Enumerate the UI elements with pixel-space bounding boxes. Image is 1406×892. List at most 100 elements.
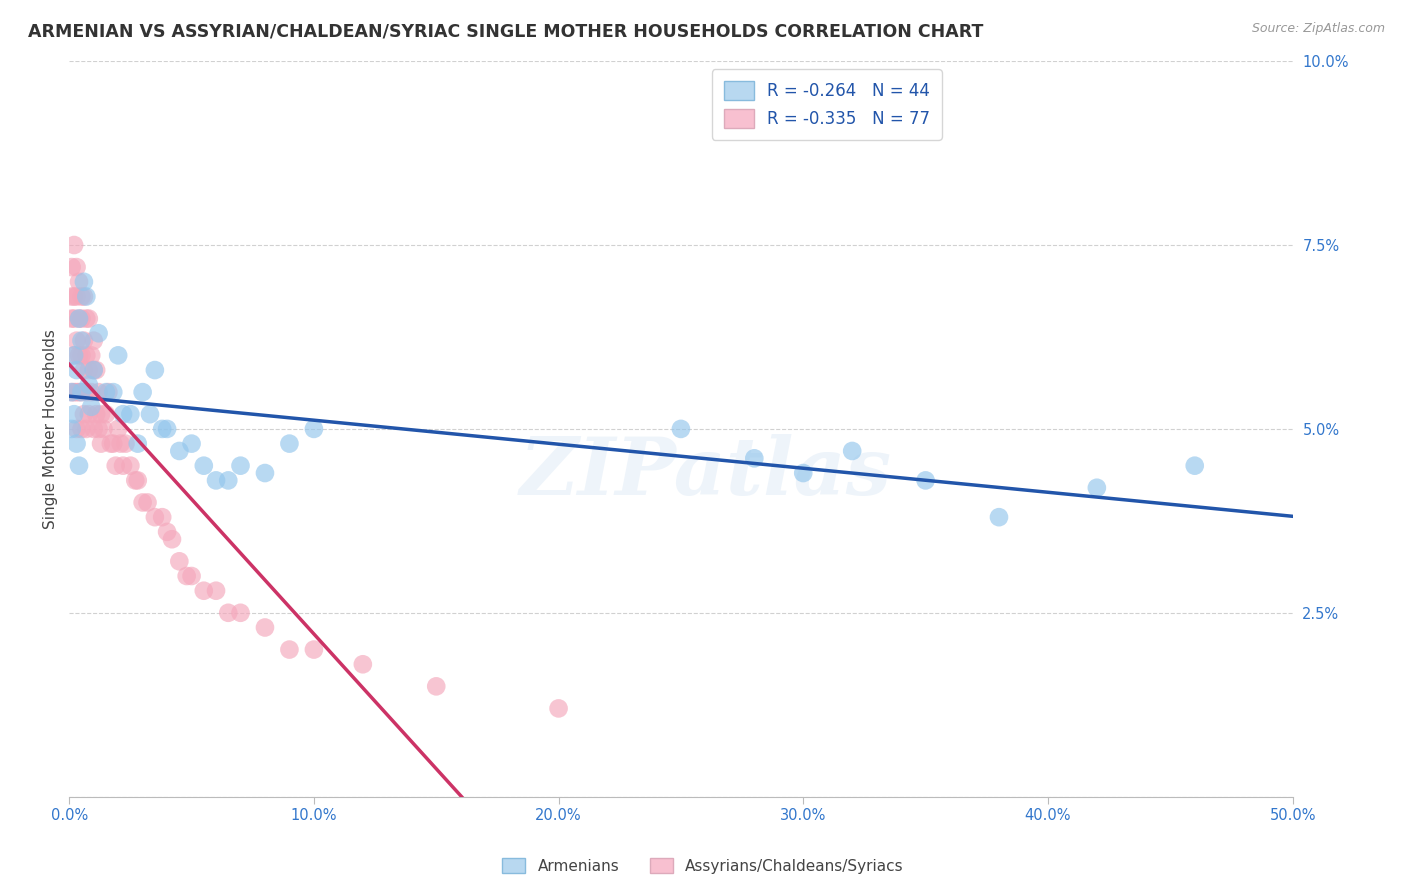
- Point: [104, 458, 127, 473]
- Point: [193, 458, 215, 473]
- Point: [80, 348, 103, 362]
- Point: [160, 533, 183, 547]
- Point: [841, 444, 863, 458]
- Point: [70, 385, 93, 400]
- Point: [107, 422, 129, 436]
- Point: [103, 436, 125, 450]
- Point: [217, 606, 239, 620]
- Point: [63, 238, 86, 252]
- Point: [169, 554, 191, 568]
- Point: [914, 474, 936, 488]
- Point: [87, 326, 110, 341]
- Point: [302, 422, 325, 436]
- Point: [73, 275, 96, 289]
- Point: [63, 348, 86, 362]
- Point: [77, 407, 100, 421]
- Point: [63, 407, 86, 421]
- Point: [352, 657, 374, 672]
- Point: [156, 524, 179, 539]
- Point: [70, 289, 93, 303]
- Point: [110, 436, 132, 450]
- Text: ARMENIAN VS ASSYRIAN/CHALDEAN/SYRIAC SINGLE MOTHER HOUSEHOLDS CORRELATION CHART: ARMENIAN VS ASSYRIAN/CHALDEAN/SYRIAC SIN…: [28, 22, 983, 40]
- Point: [100, 436, 122, 450]
- Point: [87, 385, 110, 400]
- Point: [63, 289, 86, 303]
- Point: [80, 385, 103, 400]
- Legend: Armenians, Assyrians/Chaldeans/Syriacs: Armenians, Assyrians/Chaldeans/Syriacs: [496, 852, 910, 880]
- Point: [1085, 481, 1108, 495]
- Point: [67, 311, 90, 326]
- Point: [70, 422, 93, 436]
- Point: [90, 436, 112, 450]
- Point: [193, 583, 215, 598]
- Point: [136, 495, 159, 509]
- Text: ZIPatlas: ZIPatlas: [519, 434, 891, 512]
- Point: [229, 458, 252, 473]
- Point: [60, 385, 83, 400]
- Point: [205, 583, 228, 598]
- Point: [278, 642, 301, 657]
- Point: [143, 510, 166, 524]
- Point: [75, 422, 97, 436]
- Point: [792, 466, 814, 480]
- Point: [60, 289, 83, 303]
- Point: [94, 407, 117, 421]
- Point: [65, 385, 87, 400]
- Point: [65, 334, 87, 348]
- Point: [90, 407, 112, 421]
- Point: [176, 569, 198, 583]
- Y-axis label: Single Mother Households: Single Mother Households: [44, 329, 58, 529]
- Point: [302, 642, 325, 657]
- Point: [278, 436, 301, 450]
- Text: Source: ZipAtlas.com: Source: ZipAtlas.com: [1251, 22, 1385, 36]
- Point: [93, 422, 115, 436]
- Point: [124, 474, 146, 488]
- Point: [131, 385, 153, 400]
- Point: [669, 422, 692, 436]
- Point: [60, 385, 83, 400]
- Point: [84, 407, 107, 421]
- Point: [253, 466, 276, 480]
- Point: [75, 385, 97, 400]
- Point: [65, 260, 87, 274]
- Point: [83, 363, 105, 377]
- Point: [127, 474, 149, 488]
- Point: [180, 436, 202, 450]
- Point: [70, 385, 93, 400]
- Point: [83, 422, 105, 436]
- Point: [65, 289, 87, 303]
- Point: [67, 275, 90, 289]
- Point: [65, 422, 87, 436]
- Point: [107, 348, 129, 362]
- Point: [143, 363, 166, 377]
- Point: [84, 363, 107, 377]
- Point: [80, 400, 103, 414]
- Point: [75, 289, 97, 303]
- Point: [180, 569, 202, 583]
- Point: [67, 458, 90, 473]
- Point: [120, 407, 142, 421]
- Point: [1184, 458, 1206, 473]
- Point: [112, 407, 135, 421]
- Point: [77, 363, 100, 377]
- Point: [73, 407, 96, 421]
- Point: [73, 363, 96, 377]
- Point: [60, 422, 83, 436]
- Point: [75, 311, 97, 326]
- Point: [70, 311, 93, 326]
- Point: [60, 311, 83, 326]
- Point: [169, 444, 191, 458]
- Point: [60, 260, 83, 274]
- Point: [75, 348, 97, 362]
- Point: [67, 311, 90, 326]
- Point: [67, 385, 90, 400]
- Point: [67, 348, 90, 362]
- Point: [97, 385, 120, 400]
- Point: [205, 474, 228, 488]
- Point: [63, 311, 86, 326]
- Point: [253, 620, 276, 634]
- Point: [742, 451, 765, 466]
- Point: [988, 510, 1011, 524]
- Point: [77, 311, 100, 326]
- Point: [127, 436, 149, 450]
